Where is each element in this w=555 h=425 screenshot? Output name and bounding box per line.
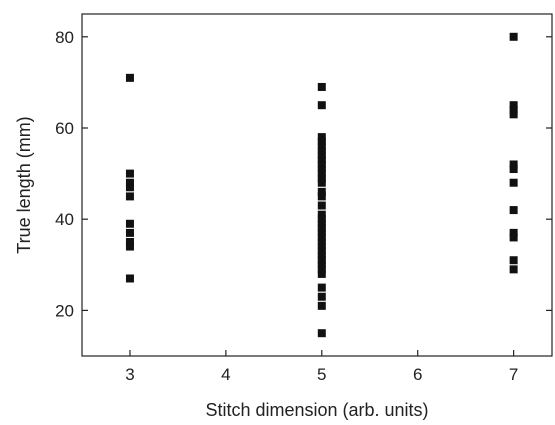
data-point: [125, 228, 134, 237]
data-point: [317, 210, 326, 219]
data-point: [125, 169, 134, 178]
data-point: [317, 201, 326, 210]
data-point: [509, 101, 518, 110]
data-point: [509, 256, 518, 265]
data-point: [125, 219, 134, 228]
x-tick-label: 3: [125, 365, 134, 384]
y-tick-label: 20: [55, 301, 74, 320]
y-tick-labels: 20 40 60 80: [55, 28, 74, 321]
data-point: [317, 238, 326, 246]
data-point: [125, 274, 134, 283]
data-points: [125, 32, 518, 338]
data-point: [509, 160, 518, 169]
data-point: [317, 165, 326, 174]
data-point: [125, 178, 134, 187]
data-point: [317, 251, 326, 260]
data-point: [317, 219, 326, 228]
data-point: [125, 183, 134, 192]
data-point: [317, 233, 326, 242]
data-point: [317, 265, 326, 274]
data-point: [317, 151, 326, 160]
y-tick-label: 60: [55, 119, 74, 138]
data-point: [509, 165, 518, 174]
data-point: [317, 269, 326, 278]
data-point: [317, 256, 326, 265]
plot-frame: [81, 13, 553, 357]
data-point: [317, 101, 326, 110]
data-point: [125, 242, 134, 251]
data-point: [317, 142, 326, 151]
data-point: [509, 178, 518, 187]
axis-ticks: [82, 36, 552, 356]
data-point: [125, 192, 134, 201]
data-point: [317, 137, 326, 146]
data-point: [509, 206, 518, 215]
data-point: [317, 174, 326, 183]
data-point: [317, 160, 326, 169]
data-point: [317, 187, 326, 196]
data-point: [509, 228, 518, 237]
x-tick-label: 5: [317, 365, 326, 384]
x-tick-label: 7: [509, 365, 518, 384]
y-tick-label: 80: [55, 28, 74, 47]
data-point: [125, 73, 134, 82]
data-point: [317, 329, 326, 338]
data-point: [317, 178, 326, 187]
y-tick-label: 40: [55, 210, 74, 229]
data-point: [509, 32, 518, 41]
data-point: [317, 215, 326, 224]
x-tick-labels: 3 4 5 6 7: [125, 365, 518, 384]
data-point: [317, 247, 326, 256]
data-point: [317, 292, 326, 301]
data-point: [317, 224, 326, 233]
y-axis-title: True length (mm): [14, 116, 34, 253]
data-point: [317, 133, 326, 142]
data-point: [317, 169, 326, 178]
data-point: [317, 260, 326, 269]
x-axis-title: Stitch dimension (arb. units): [205, 400, 428, 420]
data-point: [317, 82, 326, 91]
data-point: [317, 242, 326, 251]
data-point: [509, 233, 518, 242]
x-tick-label: 4: [221, 365, 230, 384]
data-point: [317, 301, 326, 310]
data-point: [509, 110, 518, 119]
data-point: [125, 238, 134, 246]
data-point: [317, 228, 326, 237]
data-point: [317, 192, 326, 201]
data-point: [317, 283, 326, 292]
x-tick-label: 6: [413, 365, 422, 384]
data-point: [317, 155, 326, 164]
data-point: [317, 146, 326, 155]
data-point: [509, 105, 518, 114]
data-point: [509, 265, 518, 274]
